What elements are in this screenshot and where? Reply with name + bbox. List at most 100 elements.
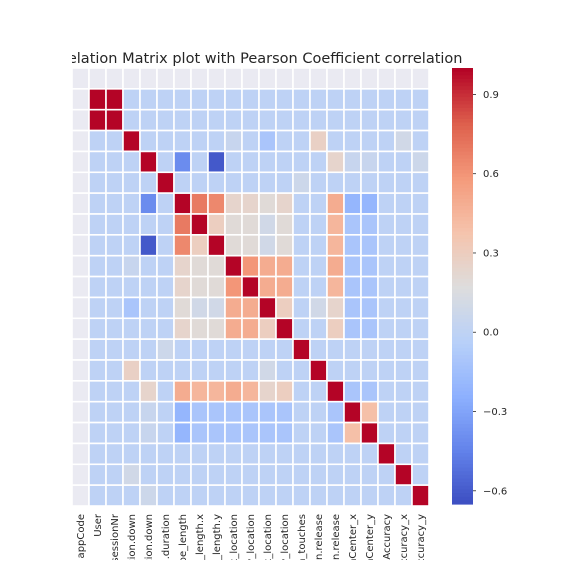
heatmap-cell [156, 254, 175, 278]
heatmap-cell [326, 88, 345, 111]
heatmap-cell [360, 150, 379, 174]
heatmap-cell [411, 380, 430, 403]
colorbar-segment [452, 478, 473, 483]
heatmap-cell [156, 359, 175, 382]
heatmap-cell [139, 380, 158, 403]
heatmap-cell [71, 213, 90, 236]
heatmap-cell [309, 129, 328, 153]
heatmap-cell [275, 108, 294, 132]
heatmap-cell [122, 129, 141, 153]
heatmap-cell [224, 442, 243, 466]
heatmap-cell [122, 275, 141, 299]
heatmap-cell [292, 359, 311, 382]
heatmap-cell [105, 254, 124, 278]
heatmap-cell [173, 171, 192, 194]
heatmap-cell [309, 442, 328, 466]
heatmap-cell [309, 213, 328, 236]
heatmap-cell [207, 463, 226, 486]
heatmap-cell [360, 254, 379, 278]
heatmap-cell [360, 171, 379, 194]
colorbar-segment [452, 464, 473, 469]
heatmap-cell [71, 254, 90, 278]
heatmap-cell [71, 192, 90, 215]
heatmap-cell [190, 359, 209, 382]
figure-bottom-edge [0, 560, 576, 576]
colorbar-segment [452, 307, 473, 313]
colorbar-segment [452, 347, 473, 352]
heatmap-cell [88, 67, 107, 90]
heatmap-cell [105, 317, 124, 340]
colorbar-segment [452, 336, 473, 342]
heatmap-cell [241, 484, 260, 507]
heatmap-cell [224, 234, 243, 257]
heatmap-cell [292, 442, 311, 466]
colorbar-segment [452, 456, 473, 461]
heatmap-cell [139, 442, 158, 466]
colorbar-segment [452, 137, 473, 142]
heatmap-cell [258, 67, 277, 90]
heatmap-cell [309, 400, 328, 424]
heatmap-cell [292, 463, 311, 486]
heatmap-cell [88, 275, 107, 299]
column-label: User [93, 513, 104, 537]
heatmap-cell [343, 67, 362, 90]
heatmap-cell [411, 171, 430, 194]
heatmap-cell [71, 338, 90, 361]
heatmap-cell [139, 359, 158, 382]
heatmap-cell [207, 421, 226, 445]
heatmap-cell [326, 484, 345, 507]
heatmap-cell [173, 421, 192, 445]
heatmap-cell [190, 421, 209, 445]
heatmap-cell [105, 234, 124, 257]
heatmap-cell [258, 275, 277, 299]
heatmap-cell [394, 234, 413, 257]
heatmap-cell [190, 400, 209, 424]
heatmap-cell [173, 338, 192, 361]
heatmap-cell [241, 150, 260, 174]
heatmap-cell [71, 317, 90, 340]
heatmap-cell [343, 421, 362, 445]
heatmap-cell [122, 67, 141, 90]
heatmap-cell [377, 338, 396, 361]
colorbar-segment [452, 198, 473, 204]
heatmap-cell [224, 150, 243, 174]
heatmap-cell [156, 108, 175, 132]
heatmap-cell [360, 275, 379, 299]
heatmap-cell [224, 400, 243, 424]
heatmap-cell [326, 254, 345, 278]
colorbar-tick-label: −0.3 [483, 407, 507, 418]
heatmap-cell [394, 338, 413, 361]
heatmap-cell [207, 254, 226, 278]
heatmap-cell [309, 484, 328, 507]
colorbar-segment [452, 271, 473, 276]
column-label: een_touches [297, 514, 308, 576]
heatmap-cell [71, 275, 90, 299]
colorbar-segment [452, 467, 473, 472]
heatmap-cell [394, 254, 413, 278]
colorbar-segment [452, 496, 473, 501]
heatmap-cell [326, 359, 345, 382]
heatmap-cell [190, 213, 209, 236]
heatmap-cell [241, 67, 260, 90]
heatmap-cell [173, 484, 192, 507]
heatmap-cell [343, 234, 362, 257]
heatmap-cell [343, 254, 362, 278]
colorbar-segment [452, 256, 473, 262]
heatmap-cell [411, 296, 430, 320]
heatmap-cell [224, 463, 243, 486]
colorbar-segment [452, 191, 473, 196]
heatmap-cell [156, 400, 175, 424]
heatmap-cell [139, 234, 158, 257]
colorbar-tick-label: 0.6 [483, 169, 499, 180]
colorbar-segment [452, 86, 473, 91]
heatmap-cell [258, 484, 277, 507]
colorbar-segment [452, 133, 473, 138]
colorbar-segment [452, 315, 473, 320]
colorbar-segment [452, 384, 473, 389]
heatmap-cell [105, 108, 124, 132]
colorbar-segment [452, 104, 473, 109]
heatmap-cell [394, 421, 413, 445]
heatmap-cell [190, 380, 209, 403]
heatmap-cell [122, 88, 141, 111]
heatmap-cell [173, 400, 192, 424]
